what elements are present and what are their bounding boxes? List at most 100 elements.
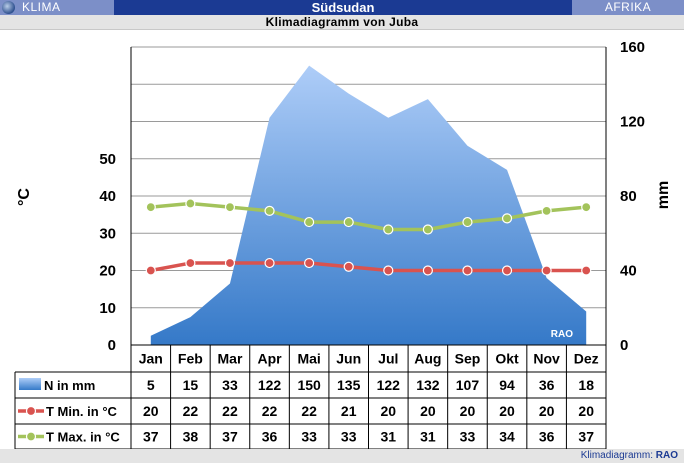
tmin-point [343, 261, 354, 272]
legend-tmin: T Min. in °C [46, 404, 118, 419]
tmax-point [501, 213, 513, 224]
left-tick-label: 20 [99, 263, 116, 280]
tmin-value: 20 [460, 403, 476, 419]
tmax-point [422, 224, 433, 235]
globe-icon [2, 1, 15, 14]
tmin-value: 20 [539, 403, 555, 419]
tmax-point [224, 202, 236, 213]
right-axis-label: mm [655, 181, 672, 209]
legend-swatch-precip [19, 378, 41, 390]
country-title: Südsudan [311, 0, 375, 15]
chart-subtitle: Klimadiagramm von Juba [0, 15, 684, 30]
month-label: Dez [574, 351, 599, 367]
tmin-value: 22 [301, 403, 317, 419]
precip-value: 5 [147, 377, 155, 393]
tmax-point [145, 202, 156, 213]
right-tick-label: 40 [620, 263, 637, 280]
tmax-value: 33 [460, 429, 476, 445]
tmax-value: 36 [262, 429, 278, 445]
tmin-value: 21 [341, 403, 357, 419]
tmin-value: 20 [499, 403, 515, 419]
tmin-point [304, 257, 315, 269]
precip-value: 122 [377, 377, 401, 393]
tmax-point [541, 205, 552, 216]
month-label: Mar [218, 351, 243, 367]
left-tick-label: 50 [99, 151, 116, 168]
plot-watermark: RAO [551, 329, 573, 340]
tmax-point [304, 216, 315, 228]
tmin-point [541, 265, 552, 276]
klima-tab[interactable]: KLIMA [0, 0, 114, 15]
month-label: Jan [139, 351, 163, 367]
tmin-point [224, 257, 236, 269]
right-tick-label: 120 [620, 114, 645, 131]
continent-tab[interactable]: AFRIKA [572, 0, 684, 15]
klima-label: KLIMA [22, 0, 61, 14]
month-label: Mai [297, 351, 320, 367]
tmax-point [185, 198, 196, 209]
month-label: Jul [378, 351, 398, 367]
footer-prefix: Klimadiagramm: [580, 450, 653, 461]
month-label: Jun [336, 351, 361, 367]
tmin-value: 20 [578, 403, 594, 419]
tmin-value: 22 [222, 403, 238, 419]
tmin-point [145, 265, 156, 276]
tmax-point [383, 224, 394, 235]
tmin-point [462, 265, 473, 276]
tmax-point [264, 205, 275, 216]
tmax-line [150, 201, 587, 232]
month-label: Nov [533, 351, 560, 367]
tmax-point [343, 216, 354, 228]
precip-value: 122 [258, 377, 282, 393]
tmin-point [422, 265, 433, 276]
precipitation-area [150, 65, 587, 345]
footer-brand: RAO [655, 450, 678, 461]
precip-value: 132 [416, 377, 440, 393]
precip-value: 94 [499, 377, 515, 393]
tmax-value: 34 [499, 429, 515, 445]
tmax-value: 37 [578, 429, 594, 445]
tmax-point [581, 202, 592, 213]
tmin-value: 20 [143, 403, 159, 419]
right-tick-label: 0 [620, 337, 628, 354]
month-label: Okt [495, 351, 519, 367]
legend-marker-tmin [25, 405, 37, 417]
left-tick-label: 10 [99, 300, 116, 317]
tmin-value: 22 [183, 403, 199, 419]
left-axis-label: °C [16, 188, 33, 206]
right-tick-label: 160 [620, 39, 645, 56]
precip-value: 36 [539, 377, 555, 393]
tmin-point [264, 257, 275, 269]
month-label: Sep [455, 351, 481, 367]
tmin-line [150, 261, 587, 273]
legend-marker-tmax [25, 431, 37, 442]
tmax-value: 31 [381, 429, 397, 445]
tmin-value: 20 [420, 403, 436, 419]
tmax-point [462, 216, 473, 228]
precip-value: 15 [183, 377, 199, 393]
footer-credit: Klimadiagramm: RAO [581, 449, 678, 463]
tmin-point [501, 265, 513, 276]
precip-value: 135 [337, 377, 361, 393]
left-tick-label: 40 [99, 188, 116, 205]
tmax-value: 37 [143, 429, 159, 445]
left-tick-label: 0 [108, 337, 116, 354]
right-tick-label: 80 [620, 188, 637, 205]
month-label: Apr [257, 351, 282, 367]
precip-value: 150 [297, 377, 321, 393]
precip-value: 107 [456, 377, 480, 393]
month-label: Aug [414, 351, 441, 367]
tmax-value: 33 [301, 429, 317, 445]
precip-value: 18 [578, 377, 594, 393]
tmax-value: 36 [539, 429, 555, 445]
legend-precip: N in mm [44, 378, 95, 393]
legend-tmax: T Max. in °C [46, 430, 120, 445]
top-banner: KLIMA Südsudan AFRIKA [0, 0, 684, 15]
month-label: Feb [178, 351, 203, 367]
tmax-value: 31 [420, 429, 436, 445]
tmax-value: 38 [183, 429, 199, 445]
tmin-point [383, 265, 394, 276]
tmax-value: 33 [341, 429, 357, 445]
tmin-value: 20 [381, 403, 397, 419]
